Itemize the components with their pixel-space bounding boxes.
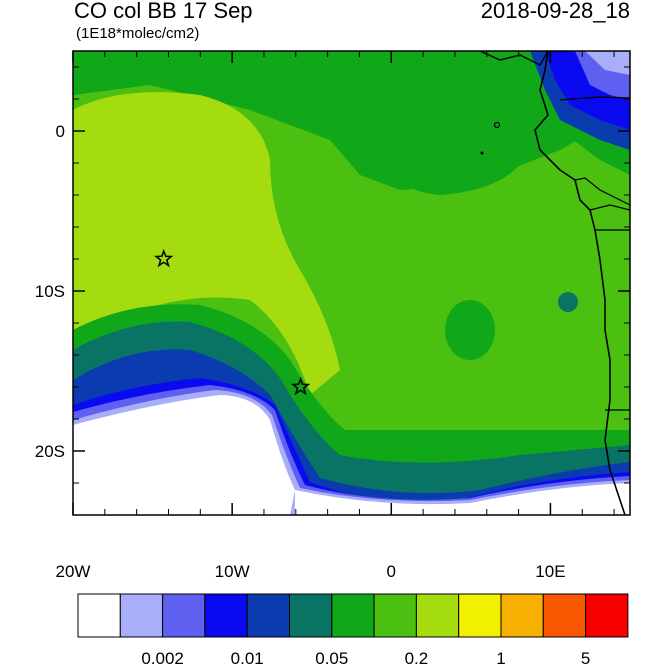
island	[480, 151, 484, 155]
field-green-patch	[445, 300, 495, 360]
x-tick-label: 10W	[215, 562, 250, 581]
colorbar-swatch	[415, 593, 460, 638]
y-tick-label: 0	[56, 122, 65, 141]
x-tick-label: 20W	[56, 562, 91, 581]
border-line	[559, 96, 630, 101]
island	[493, 121, 501, 129]
colorbar-swatch	[119, 593, 164, 638]
x-tick-label: 10E	[535, 562, 565, 581]
y-tick-label: 10S	[35, 282, 65, 301]
colorbar-swatch	[246, 593, 290, 638]
north-coastline	[479, 51, 549, 66]
field-center-blob	[360, 94, 530, 195]
field-dark-spot	[558, 292, 578, 312]
colorbar-swatch	[458, 593, 502, 638]
colorbar-swatch	[204, 593, 248, 638]
tick-group: 20W 10W 0 10E 0 10S 20S	[35, 51, 630, 581]
colorbar-label: 0.002	[141, 649, 184, 667]
marker-group	[154, 248, 311, 396]
colorbar-label: 0.05	[315, 649, 348, 667]
africa-coastline	[534, 51, 626, 515]
colorbar-label: 0.01	[231, 649, 264, 667]
field-south-clean	[73, 395, 295, 515]
colorbar-swatch	[585, 593, 629, 638]
colorbar-swatch	[331, 593, 375, 638]
co-field	[73, 51, 630, 515]
colorbar: 0.002 0.01 0.05 0.2 1 5	[77, 593, 629, 667]
colorbar-swatch	[542, 593, 587, 638]
map-frame	[72, 50, 631, 516]
field-south-clean-2	[295, 483, 630, 515]
star-marker	[290, 376, 311, 396]
colorbar-swatch	[373, 593, 417, 638]
colorbar-swatch	[162, 593, 206, 638]
colorbar-swatch	[289, 593, 333, 638]
colorbar-label: 5	[581, 649, 590, 667]
x-tick-label: 0	[387, 562, 396, 581]
colorbar-swatch	[500, 593, 544, 638]
border-line	[574, 177, 630, 206]
colorbar-label: 1	[496, 649, 505, 667]
border-line	[589, 204, 630, 211]
star-marker	[154, 248, 174, 268]
colorbar-label: 0.2	[405, 649, 429, 667]
map-title: CO col BB 17 Sep	[74, 0, 253, 23]
colorbar-swatch	[77, 593, 121, 638]
field-plume	[73, 92, 340, 395]
field-ne-pale	[585, 51, 630, 75]
timestamp-label: 2018-09-28_18	[480, 0, 630, 23]
y-tick-label: 20S	[35, 442, 65, 461]
units-label: (1E18*molec/cm2)	[76, 25, 200, 42]
